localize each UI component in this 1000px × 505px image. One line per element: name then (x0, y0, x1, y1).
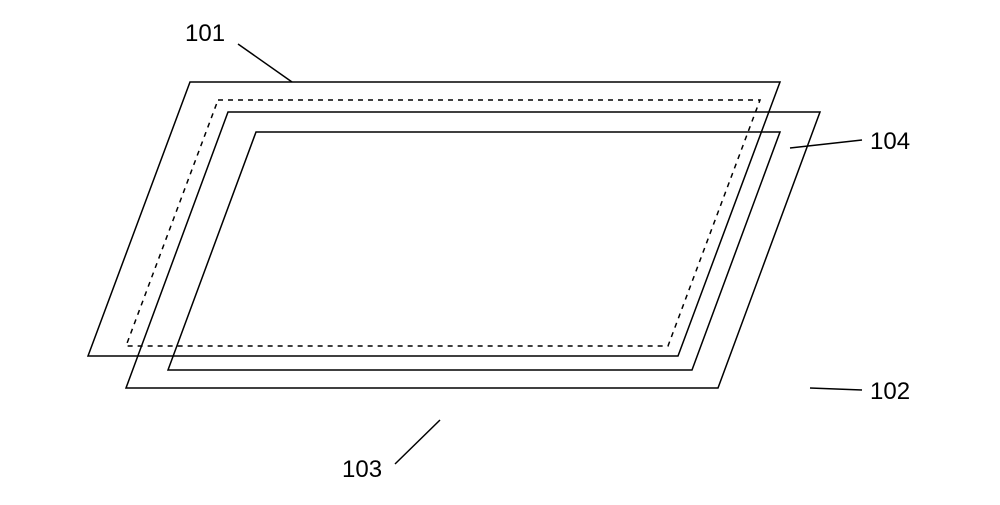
layer-104 (126, 100, 760, 346)
leader-104 (790, 140, 862, 148)
diagram-svg (0, 0, 1000, 500)
layer-101 (88, 82, 780, 356)
label-103: 103 (342, 456, 382, 484)
leader-103 (395, 420, 440, 464)
exploded-layer-diagram: 101 104 102 103 (0, 0, 1000, 500)
leader-101 (238, 44, 292, 82)
layer-103 (168, 132, 780, 370)
label-101: 101 (185, 20, 225, 48)
leader-102 (810, 388, 862, 390)
label-102: 102 (870, 378, 910, 406)
label-104: 104 (870, 128, 910, 156)
